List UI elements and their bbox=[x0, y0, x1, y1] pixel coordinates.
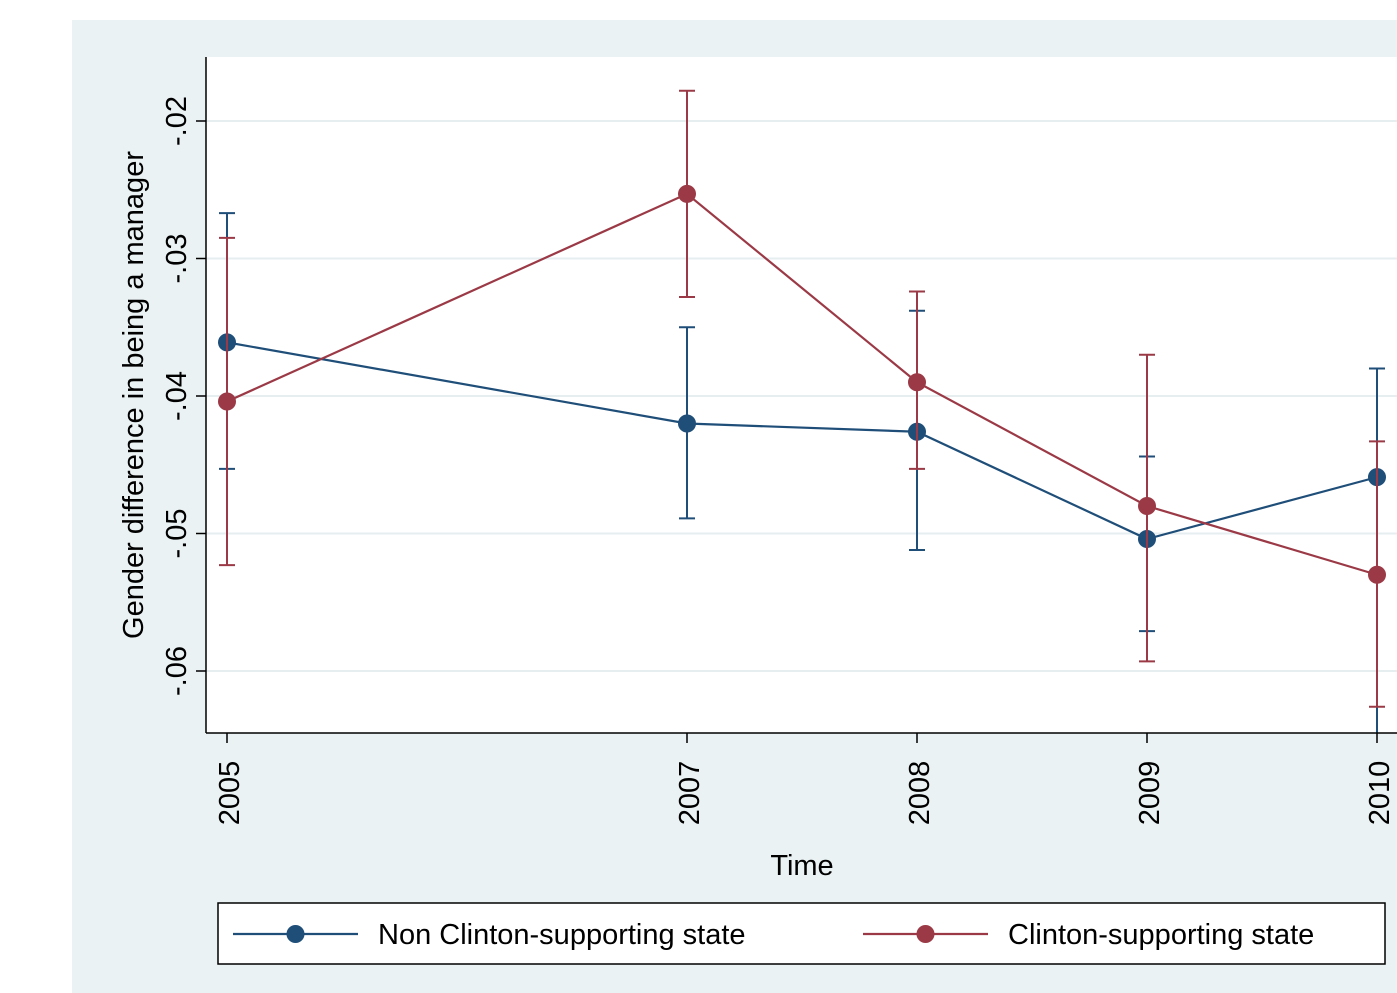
x-axis: 2005 2007 2008 2009 2010 bbox=[214, 733, 1396, 825]
y-tick-label: -.04 bbox=[161, 371, 193, 421]
legend-swatch-marker bbox=[916, 925, 935, 943]
x-tick-label: 2008 bbox=[904, 761, 936, 826]
y-tick-label: -.06 bbox=[161, 646, 193, 696]
legend-swatch-marker bbox=[286, 925, 305, 943]
x-tick-label: 2010 bbox=[1364, 761, 1396, 826]
x-tick-label: 2005 bbox=[214, 761, 246, 826]
gridlines bbox=[206, 120, 1397, 672]
x-axis-title: Time bbox=[770, 850, 833, 882]
x-tick-label: 2007 bbox=[674, 761, 706, 826]
data-point bbox=[678, 414, 696, 433]
series-2 bbox=[218, 89, 1386, 708]
y-tick-label: -.05 bbox=[161, 509, 193, 559]
y-tick-label: -.02 bbox=[161, 96, 193, 146]
legend-label: Clinton-supporting state bbox=[1008, 919, 1314, 951]
data-point bbox=[678, 184, 696, 203]
y-axis: -.06 -.05 -.04 -.03 -.02 bbox=[161, 96, 206, 696]
series-layer bbox=[218, 89, 1386, 733]
data-point bbox=[1368, 565, 1386, 584]
data-point bbox=[908, 373, 926, 392]
legend-box bbox=[217, 902, 1386, 965]
data-point bbox=[218, 392, 236, 411]
legend-label: Non Clinton-supporting state bbox=[378, 919, 746, 951]
data-point bbox=[1138, 497, 1156, 515]
x-tick-label: 2009 bbox=[1134, 761, 1166, 826]
legend: Non Clinton-supporting state Clinton-supp… bbox=[217, 902, 1386, 965]
y-axis-title: Gender difference in being a manager bbox=[118, 151, 150, 639]
y-tick-label: -.03 bbox=[161, 234, 193, 284]
